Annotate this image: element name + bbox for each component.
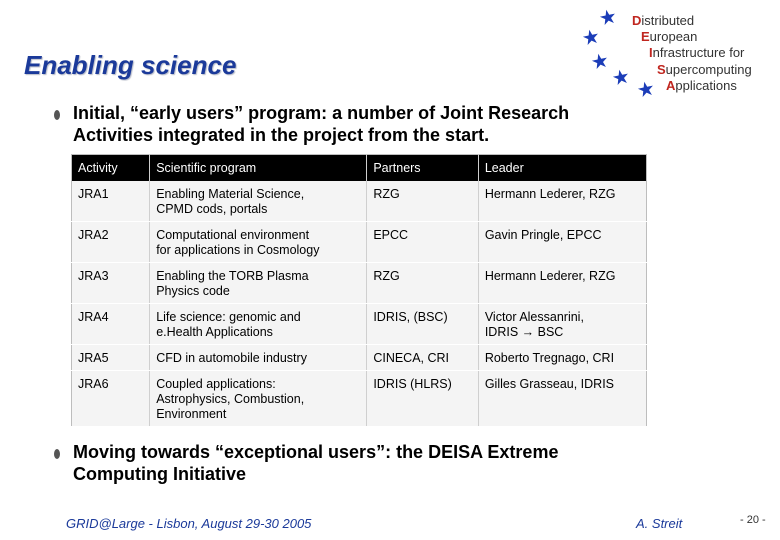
cell-activity: JRA4	[71, 303, 151, 345]
star-icon: ★	[609, 65, 633, 91]
cell-program: Coupled applications: Astrophysics, Combu…	[149, 370, 368, 427]
header-partners: Partners	[366, 154, 479, 181]
cell-leader: Victor Alessanrini, IDRIS → BSC	[478, 303, 647, 345]
cell-leader: Hermann Lederer, RZG	[478, 181, 647, 222]
cell-activity: JRA3	[71, 262, 151, 304]
cell-partners: EPCC	[366, 221, 479, 263]
header-leader: Leader	[478, 154, 647, 181]
logo-line: European	[641, 29, 698, 44]
footer-author: A. Streit	[636, 516, 683, 531]
bullet-dot	[54, 449, 60, 459]
star-icon: ★	[634, 77, 658, 103]
table-row: JRA4 Life science: genomic and e.Health A…	[71, 303, 647, 345]
table-row: JRA3 Enabling the TORB Plasma Physics cod…	[71, 262, 647, 304]
deisa-logo: ★ ★ ★ ★ ★ Distributed European Infrastru…	[575, 5, 775, 103]
slide-title: Enabling science	[24, 50, 237, 80]
cell-partners: RZG	[366, 262, 479, 304]
cell-leader: Hermann Lederer, RZG	[478, 262, 647, 304]
cell-activity: JRA6	[71, 370, 151, 427]
cell-activity: JRA5	[71, 344, 151, 371]
cell-leader: Gilles Grasseau, IDRIS	[478, 370, 647, 427]
right-arrow-icon: →	[521, 325, 535, 339]
cell-leader: Gavin Pringle, EPCC	[478, 221, 647, 263]
table-header-row: Activity Scientific program Partners Lea…	[71, 154, 647, 181]
logo-line: Infrastructure for	[649, 45, 745, 60]
cell-partners: CINECA, CRI	[366, 344, 479, 371]
cell-partners: RZG	[366, 181, 479, 222]
bullet-early-users: Initial, “early users” program: a number…	[73, 103, 570, 145]
table-row: JRA6 Coupled applications: Astrophysics, …	[71, 370, 647, 427]
header-scientific-program: Scientific program	[149, 154, 368, 181]
cell-program: Enabling Material Science, CPMD cods, por…	[149, 181, 368, 222]
header-activity: Activity	[71, 154, 151, 181]
cell-program: Computational environment for application…	[149, 221, 368, 263]
table-row: JRA5 CFD in automobile industry CINECA, …	[71, 344, 647, 371]
cell-partners: IDRIS (HLRS)	[366, 370, 479, 427]
jra-table: Activity Scientific program Partners Lea…	[71, 154, 647, 427]
logo-line: Applications	[666, 78, 737, 93]
cell-activity: JRA2	[71, 221, 151, 263]
cell-activity: JRA1	[71, 181, 151, 222]
cell-program: Enabling the TORB Plasma Physics code	[149, 262, 368, 304]
star-icon: ★	[579, 25, 603, 51]
footer-event: GRID@Large - Lisbon, August 29-30 2005	[66, 516, 312, 531]
page-number: - 20 -	[740, 514, 766, 526]
cell-program: CFD in automobile industry	[149, 344, 368, 371]
bullet-exceptional-users: Moving towards “exceptional users”: the …	[73, 442, 559, 484]
logo-line: Distributed	[632, 13, 695, 28]
bullet-dot	[54, 110, 60, 120]
cell-program: Life science: genomic and e.Health Applic…	[149, 303, 368, 345]
star-icon: ★	[588, 49, 612, 75]
table-row: JRA2 Computational environment for applic…	[71, 221, 647, 263]
cell-leader: Roberto Tregnago, CRI	[478, 344, 647, 371]
star-icon: ★	[596, 5, 620, 31]
cell-partners: IDRIS, (BSC)	[366, 303, 479, 345]
table-row: JRA1 Enabling Material Science, CPMD cods…	[71, 181, 647, 222]
logo-line: Supercomputing	[657, 62, 752, 77]
